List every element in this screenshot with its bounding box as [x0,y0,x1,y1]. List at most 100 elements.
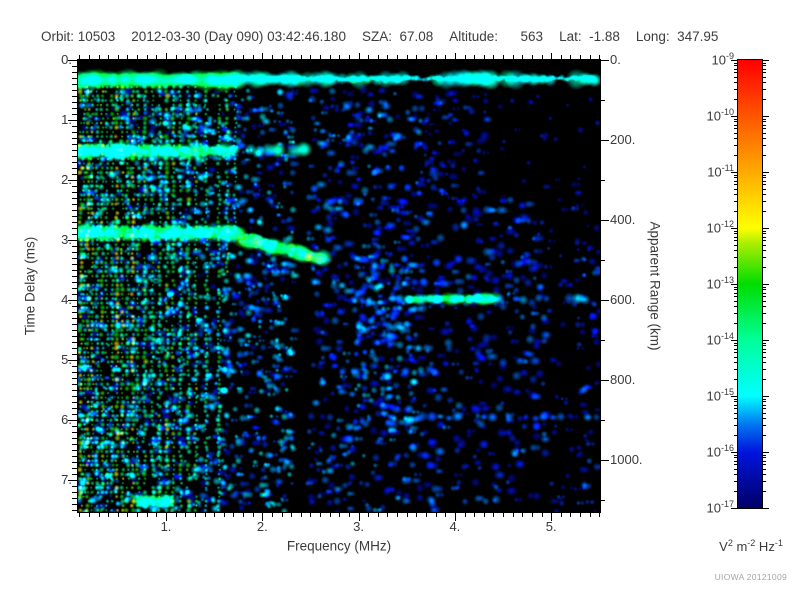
colorbar-minor-tick [763,296,766,297]
colorbar-minor-tick [763,125,766,126]
x-minor-tick [118,513,119,517]
x-tick-label: 3. [353,519,365,534]
range-major-tick [601,60,609,61]
colorbar-minor-tick [763,306,766,307]
x-minor-tick [147,513,148,517]
y-major-tick [68,240,77,241]
colorbar-minor-tick [763,408,766,409]
colorbar-gradient [737,59,763,509]
y-tick-label: 1. [61,112,72,128]
colorbar-minor-tick [763,99,766,100]
range-tick-label: 800. [610,372,636,388]
x-minor-tick [599,513,600,517]
colorbar-minor-tick [763,65,766,66]
x-minor-tick [436,513,437,517]
range-tick-label: 1000. [610,452,643,468]
colorbar-minor-tick [763,464,766,465]
x-minor-tick [484,513,485,517]
colorbar-minor-tick [763,413,766,414]
x-minor-tick [224,513,225,517]
colorbar-minor-tick [763,138,766,139]
colorbar-minor-tick [763,119,766,120]
y-major-tick [68,60,77,61]
colorbar-minor-tick [763,177,766,178]
x-minor-tick [407,513,408,517]
x-minor-tick [233,513,234,517]
colorbar-minor-tick [763,287,766,288]
x-minor-tick [590,513,591,517]
y-major-tick [68,480,77,481]
y-tick-label: 3. [61,232,72,248]
colorbar-tick-label: 10-17 [706,499,734,516]
colorbar-minor-tick [763,189,766,190]
y-major-tick [68,360,77,361]
colorbar-major-tick [763,452,769,453]
colorbar-minor-tick [763,345,766,346]
x-minor-tick [291,513,292,517]
colorbar-tick-label: 10-11 [707,163,734,180]
x-major-tick [455,513,456,521]
x-minor-tick [272,513,273,517]
colorbar-minor-tick [763,369,766,370]
range-minor-tick [601,420,605,421]
colorbar-minor-tick [763,250,766,251]
header-field: Orbit: 10503 [41,29,116,44]
colorbar-minor-tick [763,425,766,426]
colorbar-minor-tick [763,289,766,290]
colorbar-minor-tick [763,211,766,212]
colorbar-minor-tick [763,357,766,358]
x-minor-tick [156,513,157,517]
colorbar-tick-label: 10-16 [706,443,734,460]
x-tick-label: 1. [160,519,172,534]
x-minor-tick [137,513,138,517]
y-tick-label: 2. [61,172,72,188]
colorbar-minor-tick [763,293,766,294]
y-major-tick [68,420,77,421]
x-minor-tick [387,513,388,517]
x-major-tick [551,513,552,521]
colorbar-minor-tick [763,201,766,202]
colorbar-minor-tick [763,194,766,195]
y-tick-label: 5. [61,352,72,368]
range-tick-label: 200. [610,132,636,148]
colorbar-major-tick [763,340,769,341]
x-minor-tick [513,513,514,517]
colorbar-minor-tick [763,401,766,402]
colorbar-minor-tick [763,77,766,78]
x-minor-tick [253,513,254,517]
colorbar-minor-tick [763,267,766,268]
x-tick-label: 5. [545,519,557,534]
colorbar-minor-tick [763,352,766,353]
colorbar-minor-tick [763,237,766,238]
x-major-tick [359,513,360,521]
header-field: 2012-03-30 (Day 090) 03:42:46.180 [131,29,346,44]
spectrogram-canvas [78,60,600,512]
range-major-tick [601,220,609,221]
watermark: UIOWA 20121009 [714,572,787,582]
range-major-tick [601,300,609,301]
header-field: Altitude: 563 [449,29,544,44]
x-tick-label: 2. [256,519,268,534]
colorbar-units-label: V2 m-2 Hz-1 [719,537,783,555]
x-minor-tick [320,513,321,517]
x-tick-label: 4. [449,519,461,534]
colorbar-major-tick [763,508,769,509]
x-minor-tick [108,513,109,517]
range-major-tick [601,460,609,461]
x-minor-tick [243,513,244,517]
range-minor-tick [601,260,605,261]
x-minor-tick [561,513,562,517]
x-major-tick [166,513,167,521]
colorbar-minor-tick [763,323,766,324]
colorbar-minor-tick [763,349,766,350]
colorbar-minor-tick [763,435,766,436]
range-major-tick [601,380,609,381]
colorbar-minor-tick [763,233,766,234]
x-major-tick [262,513,263,521]
x-minor-tick [89,513,90,517]
colorbar-minor-tick [763,474,766,475]
colorbar-minor-tick [763,399,766,400]
x-minor-tick [205,513,206,517]
colorbar-minor-tick [763,469,766,470]
x-minor-tick [339,513,340,517]
